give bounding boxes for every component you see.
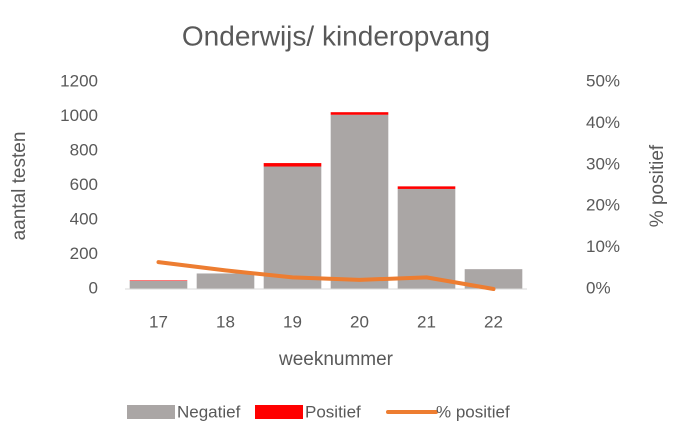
bar [330,114,389,290]
y-axis-title: aantal testen [9,132,30,241]
y2-tick-label: 50% [586,71,620,90]
y-tick-label: 600 [70,175,98,194]
bar [464,269,523,289]
x-tick-label: 17 [149,312,168,331]
bar [263,166,322,289]
bar [196,273,255,289]
y-tick-label: 200 [70,244,98,263]
bar [397,186,456,189]
x-tick-label: 19 [283,312,302,331]
x-tick-label: 18 [216,312,235,331]
legend-label: Positief [305,402,361,421]
legend-label: % positief [436,402,510,421]
bar [129,280,188,289]
y2-tick-label: 10% [586,237,620,256]
bar [263,163,322,167]
bar [330,112,389,115]
y2-tick-label: 20% [586,196,620,215]
legend-label: Negatief [177,402,241,421]
legend-swatch [255,405,303,419]
y2-tick-label: 0% [586,278,611,297]
x-tick-label: 21 [417,312,436,331]
x-axis-title: weeknummer [278,349,394,370]
y2-axis-title: % positief [647,144,668,227]
y-tick-label: 0 [89,278,98,297]
y-tick-label: 1000 [60,106,98,125]
chart-title: Onderwijs/ kinderopvang [182,20,490,51]
bar [129,280,188,281]
y2-tick-label: 30% [586,154,620,173]
y-tick-label: 1200 [60,71,98,90]
x-tick-label: 20 [350,312,369,331]
y-tick-label: 800 [70,140,98,159]
x-tick-label: 22 [484,312,503,331]
y-tick-label: 400 [70,209,98,228]
bar [397,188,456,289]
line [156,260,496,291]
y2-tick-label: 40% [586,113,620,132]
legend-swatch [127,405,175,419]
